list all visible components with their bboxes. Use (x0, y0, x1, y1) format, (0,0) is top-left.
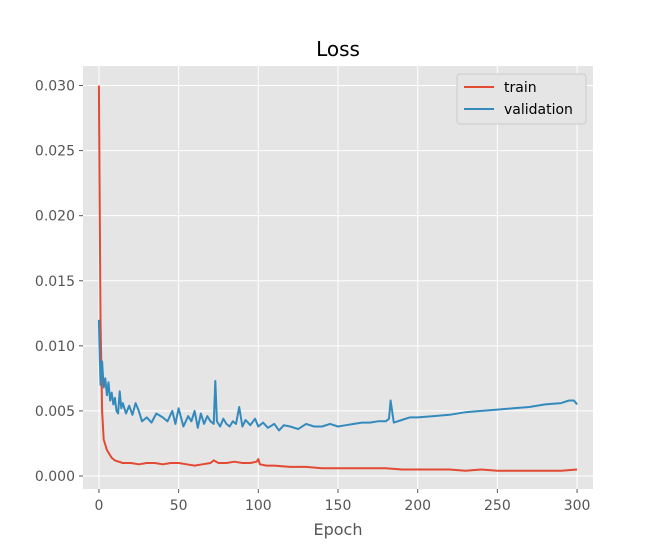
chart-title: Loss (316, 37, 360, 61)
y-tick-label: 0.005 (35, 404, 75, 420)
legend-label-validation: validation (504, 102, 573, 118)
x-tick-label: 300 (564, 498, 591, 514)
y-tick-label: 0.030 (35, 79, 75, 95)
y-tick-label: 0.020 (35, 209, 75, 225)
y-tick-label: 0.010 (35, 339, 75, 355)
series-line-train (97, 85, 578, 472)
ticks: 0 50 100 150 200 250 300 0.000 0.005 0.010 0.015 0.… (35, 79, 591, 514)
series-line-validation (97, 319, 578, 432)
legend: train validation (456, 73, 587, 125)
x-axis-label: Epoch (314, 520, 363, 539)
x-tick-label: 200 (404, 498, 431, 514)
y-tick-label: 0.025 (35, 144, 75, 160)
x-tick-label: 50 (170, 498, 188, 514)
x-tick-label: 250 (484, 498, 511, 514)
x-tick-label: 150 (325, 498, 352, 514)
y-tick-label: 0.000 (35, 469, 75, 485)
x-tick-label: 100 (245, 498, 272, 514)
grid (83, 66, 593, 489)
legend-label-train: train (504, 80, 537, 96)
x-tick-label: 0 (94, 498, 103, 514)
y-tick-label: 0.015 (35, 274, 75, 290)
series-layer (97, 85, 578, 472)
